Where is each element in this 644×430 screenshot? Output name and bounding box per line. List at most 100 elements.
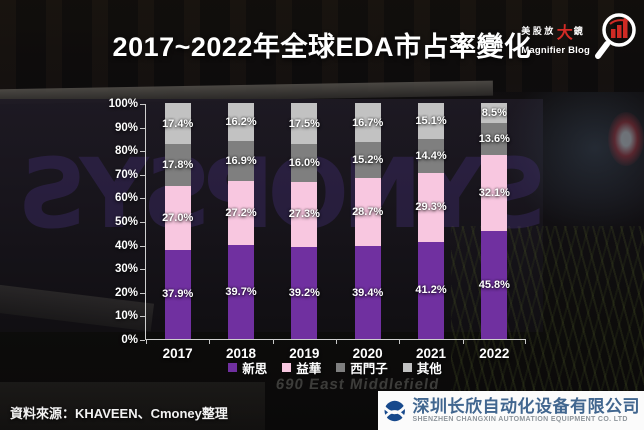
bar-segment: 39.7% [225, 245, 257, 339]
bar-segment: 17.5% [288, 103, 320, 145]
bar-segment: 8.5% [481, 103, 508, 124]
bar-value-label: 29.3% [415, 201, 447, 214]
legend-item: 新思 [228, 358, 267, 377]
y-axis-tick [140, 340, 145, 341]
y-axis-tick [140, 292, 145, 294]
bar-value-label: 41.2% [415, 284, 447, 297]
y-axis-tick [140, 198, 145, 200]
bar-value-label: 16.9% [225, 155, 257, 168]
y-axis-label: 90% [114, 121, 138, 134]
bar-column: 16.7% 15.2% 28.7% 39.4% [352, 103, 384, 339]
y-axis-tick [140, 316, 145, 318]
bar-segment: 39.2% [288, 246, 320, 339]
legend-label: 西門子 [350, 362, 388, 376]
bar-value-label: 15.1% [415, 114, 447, 127]
legend-label: 新思 [242, 362, 268, 376]
magnifier-chart-icon [595, 13, 636, 59]
y-axis-tick [140, 269, 145, 271]
bar-segment: 27.3% [288, 182, 320, 247]
y-axis-label: 60% [114, 192, 138, 205]
bar-column: 17.5% 16.0% 27.3% 39.2% [288, 103, 320, 339]
bar-value-label: 16.7% [352, 116, 384, 129]
background-car-taillight [608, 112, 644, 166]
watermark-card: 深圳长欣自动化设备有限公司 SHENZHEN CHANGXIN AUTOMATI… [378, 391, 644, 430]
y-axis-label: 30% [114, 263, 138, 276]
y-axis-label: 20% [114, 286, 138, 299]
bar-value-label: 39.2% [288, 286, 320, 299]
brand-zh-pre: 美股放 [521, 26, 556, 36]
bar-value-label: 8.5% [481, 107, 507, 120]
y-axis-tick [140, 104, 145, 105]
chart-legend: 新思 益華 西門子 其他 [145, 358, 525, 377]
bar-value-label: 28.7% [352, 206, 384, 219]
bar-column: 15.1% 14.4% 29.3% 41.2% [415, 103, 447, 339]
bar-value-label: 39.7% [225, 286, 257, 299]
bar-value-label: 37.9% [162, 288, 194, 301]
x-axis-label: 2020 [352, 346, 383, 361]
y-axis-label: 40% [114, 239, 138, 252]
legend-item: 益華 [282, 358, 321, 377]
brand-text: 美股放大鏡 Magnifier Blog [521, 19, 590, 56]
bar-value-label: 32.1% [478, 187, 510, 200]
brand-zh-post: 鏡 [573, 26, 586, 36]
bar-segment: 28.7% [352, 178, 384, 247]
x-axis-label: 2019 [289, 346, 320, 361]
bar-segment: 45.8% [478, 230, 510, 339]
bar-column: 16.2% 16.9% 27.2% 39.7% [225, 103, 257, 339]
brand-name-zh: 美股放大鏡 [521, 19, 585, 43]
bar-segment: 27.0% [162, 185, 194, 250]
legend-item: 西門子 [336, 358, 388, 377]
bar-segment: 16.2% [225, 103, 257, 142]
bar-segment: 17.4% [162, 102, 194, 145]
bar-segment: 15.2% [352, 142, 384, 179]
bar-value-label: 45.8% [478, 278, 510, 291]
x-axis-tick [272, 339, 274, 344]
background-wall [0, 382, 265, 430]
y-axis-label: 50% [114, 216, 138, 228]
bar-column: 8.5% 13.6% 32.1% 45.8% [478, 103, 510, 339]
y-axis-tick [140, 127, 145, 129]
legend-swatch [336, 363, 346, 372]
bar-value-label: 27.0% [162, 211, 194, 224]
legend-label: 益華 [296, 362, 322, 376]
bar-value-label: 27.3% [288, 208, 320, 221]
legend-swatch [228, 363, 238, 372]
bar-value-label: 15.2% [352, 154, 384, 167]
background-sign-monument [0, 99, 543, 332]
bar-segment: 16.9% [225, 141, 257, 182]
bar-value-label: 16.0% [288, 157, 320, 170]
y-axis-label: 70% [114, 168, 138, 181]
x-axis-tick [525, 339, 526, 344]
bar-segment: 15.1% [415, 103, 447, 139]
brand-logo: 美股放大鏡 Magnifier Blog [521, 11, 639, 63]
bar-segment: 17.8% [162, 144, 193, 186]
bar-segment: 16.7% [352, 103, 384, 143]
x-axis-tick [209, 339, 211, 344]
bar-segment: 41.2% [415, 241, 447, 339]
legend-swatch [402, 363, 412, 372]
background-trees [0, 0, 644, 92]
y-axis-tick [140, 245, 145, 247]
watermark-text: 深圳长欣自动化设备有限公司 SHENZHEN CHANGXIN AUTOMATI… [412, 397, 641, 424]
background-car [504, 92, 644, 232]
legend-item: 其他 [402, 358, 442, 377]
brand-zh-big: 大 [556, 24, 573, 42]
bar-segment: 13.6% [479, 123, 510, 156]
bar-value-label: 17.4% [162, 117, 194, 130]
bar-segment: 27.2% [225, 181, 257, 246]
bar-segment: 39.4% [352, 246, 383, 339]
page-title: 2017~2022年全球EDA市占率變化 [112, 32, 532, 62]
company-name-en: SHENZHEN CHANGXIN AUTOMATION EQUIPMENT C… [412, 416, 628, 424]
data-source-note: 資料來源：KHAVEEN、Cmoney整理 [10, 406, 228, 421]
y-axis-tick [140, 174, 145, 176]
brand-name-en: Magnifier Blog [521, 44, 590, 56]
legend-swatch [282, 363, 292, 372]
plot-area: 100% 90% 80% 70% 60% 50% 40% 30% 20% 10% 0% 17.4% 17… [109, 98, 526, 361]
bar-segment: 14.4% [415, 138, 447, 173]
x-axis-label: 2017 [162, 346, 193, 361]
bar-column: 17.4% 17.8% 27.0% 37.9% [162, 102, 194, 339]
bar-value-label: 27.2% [225, 207, 257, 220]
bar-value-label: 17.5% [288, 117, 320, 130]
bar-value-label: 16.2% [225, 116, 257, 129]
